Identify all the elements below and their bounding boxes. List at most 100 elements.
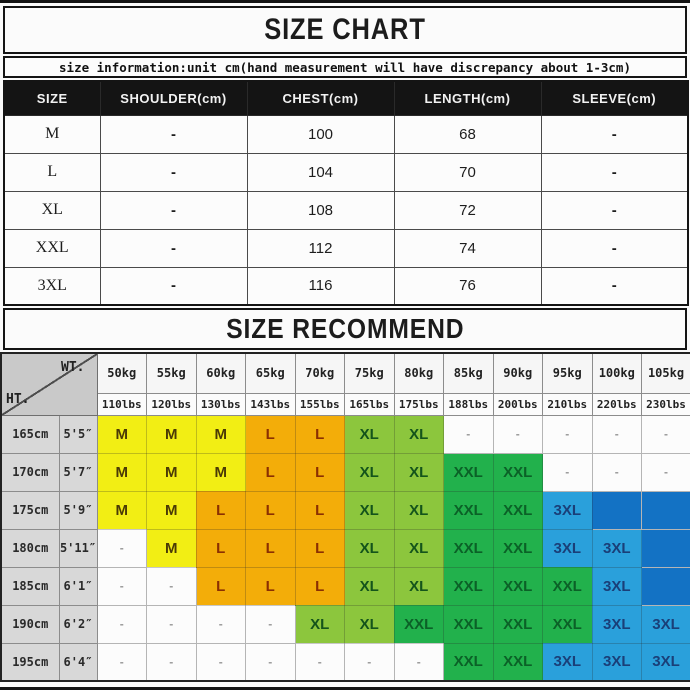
recommended-size-cell: XL <box>294 604 345 644</box>
no-size-cell: - <box>344 642 395 682</box>
size-label-cell: XXL <box>3 228 101 268</box>
size-value-cell: - <box>540 228 689 268</box>
recommended-size-cell: XXL <box>393 604 444 644</box>
no-size-cell: - <box>245 604 296 644</box>
recommended-size-cell: L <box>245 566 296 606</box>
no-size-cell: - <box>443 414 494 454</box>
matrix-row: 165cm 5'5″ M M M L L XL XL - - - - - <box>0 414 690 454</box>
size-value-cell: - <box>99 114 248 154</box>
no-size-cell: - <box>591 452 642 492</box>
recommended-size-cell: L <box>294 452 345 492</box>
weight-lbs-header: 220lbs <box>591 392 642 416</box>
no-size-cell: - <box>146 566 197 606</box>
size-value-cell: 116 <box>246 266 395 306</box>
size-value-cell: 112 <box>246 228 395 268</box>
size-table-header: SLEEVE(cm) <box>540 80 689 116</box>
recommended-size-cell: M <box>146 452 197 492</box>
height-cm-cell: 185cm <box>0 566 60 606</box>
recommended-size-cell: M <box>146 528 197 568</box>
recommended-size-cell: XXL <box>492 528 543 568</box>
weight-lbs-header: 130lbs <box>195 392 246 416</box>
recommended-size-cell: XL <box>344 490 395 530</box>
weight-kg-header: 90kg <box>492 352 543 394</box>
weight-lbs-header: 155lbs <box>294 392 345 416</box>
no-size-cell: - <box>146 604 197 644</box>
no-size-cell: - <box>96 566 147 606</box>
recommended-size-cell: XXL <box>443 490 494 530</box>
size-value-cell: 72 <box>393 190 542 230</box>
no-size-cell: - <box>96 528 147 568</box>
weight-lbs-header: 188lbs <box>443 392 494 416</box>
matrix-row: 195cm 6'4″ - - - - - - - XXL XXL 3XL 3XL 3XL <box>0 642 690 682</box>
size-table-head-row: SIZE SHOULDER(cm) CHEST(cm) LENGTH(cm) SLEEV… <box>3 80 689 116</box>
matrix-body: 165cm 5'5″ M M M L L XL XL - - - - -170cm 5'7″ M M M L L XL X… <box>0 414 690 682</box>
empty-cell <box>641 528 690 568</box>
recommended-size-cell: L <box>195 566 246 606</box>
corner-cell: WT. HT. <box>0 352 98 416</box>
size-recommend-table: WT. HT. 50kg 55kg 60kg 65kg 70kg 75kg 80kg 85kg… <box>0 352 690 682</box>
matrix-row: 170cm 5'7″ M M M L L XL XL XXL XXL - - - <box>0 452 690 492</box>
height-cm-cell: 170cm <box>0 452 60 492</box>
recommended-size-cell: L <box>294 414 345 454</box>
weight-lbs-header: 143lbs <box>245 392 296 416</box>
size-value-cell: - <box>540 266 689 306</box>
weight-kg-header: 70kg <box>294 352 345 394</box>
weight-lbs-header: 230lbs <box>641 392 690 416</box>
size-label-cell: 3XL <box>3 266 101 306</box>
weight-kg-row: WT. HT. 50kg 55kg 60kg 65kg 70kg 75kg 80kg 85kg… <box>0 352 690 416</box>
recommended-size-cell: L <box>195 528 246 568</box>
recommended-size-cell: XL <box>344 414 395 454</box>
no-size-cell: - <box>641 414 690 454</box>
recommended-size-cell: XL <box>344 452 395 492</box>
recommended-size-cell: XXL <box>542 566 593 606</box>
no-size-cell: - <box>492 414 543 454</box>
size-label-cell: XL <box>3 190 101 230</box>
recommended-size-cell: XL <box>393 566 444 606</box>
size-table-body: M -100 68- L -104 70- XL -108 72- XXL -112 74-3XL -1… <box>3 114 689 306</box>
size-table-row: M -100 68- <box>3 114 689 154</box>
size-value-cell: - <box>540 190 689 230</box>
weight-kg-header: 95kg <box>542 352 593 394</box>
size-table-row: L -104 70- <box>3 152 689 192</box>
no-size-cell: - <box>591 414 642 454</box>
size-table-row: XL -108 72- <box>3 190 689 230</box>
recommended-size-cell: XXL <box>492 490 543 530</box>
size-table-row: XXL -112 74- <box>3 228 689 268</box>
recommended-size-cell: XXL <box>443 604 494 644</box>
size-value-cell: - <box>540 152 689 192</box>
matrix-row: 175cm 5'9″ M M L L L XL XL XXL XXL 3XL <box>0 490 690 530</box>
recommended-size-cell: L <box>294 528 345 568</box>
recommended-size-cell: 3XL <box>542 490 593 530</box>
weight-kg-header: 105kg <box>641 352 690 394</box>
recommended-size-cell: M <box>195 452 246 492</box>
height-cm-cell: 190cm <box>0 604 60 644</box>
matrix-row: 190cm 6'2″ - - - - XL XL XXL XXL XXL XXL 3XL 3XL <box>0 604 690 644</box>
no-size-cell: - <box>294 642 345 682</box>
matrix-row: 180cm 5'11″ - M L L L XL XL XXL XXL 3XL 3XL <box>0 528 690 568</box>
size-value-cell: - <box>99 152 248 192</box>
recommended-size-cell: XL <box>344 566 395 606</box>
recommended-size-cell: M <box>195 414 246 454</box>
weight-lbs-header: 200lbs <box>492 392 543 416</box>
size-value-cell: 74 <box>393 228 542 268</box>
size-table-header: SIZE <box>3 80 101 116</box>
size-value-cell: - <box>99 266 248 306</box>
recommended-size-cell: M <box>146 490 197 530</box>
recommended-size-cell: L <box>245 452 296 492</box>
height-cm-cell: 195cm <box>0 642 60 682</box>
recommended-size-cell: M <box>96 414 147 454</box>
height-ft-cell: 5'11″ <box>58 528 98 568</box>
height-cm-cell: 175cm <box>0 490 60 530</box>
height-ft-cell: 5'7″ <box>58 452 98 492</box>
recommended-size-cell: XL <box>344 528 395 568</box>
no-size-cell: - <box>195 642 246 682</box>
recommended-size-cell: XL <box>393 490 444 530</box>
recommended-size-cell: L <box>294 490 345 530</box>
weight-lbs-header: 165lbs <box>344 392 395 416</box>
recommended-size-cell: 3XL <box>542 528 593 568</box>
recommended-size-cell: 3XL <box>641 642 690 682</box>
recommended-size-cell: 3XL <box>591 642 642 682</box>
height-ft-cell: 5'5″ <box>58 414 98 454</box>
size-value-cell: 104 <box>246 152 395 192</box>
